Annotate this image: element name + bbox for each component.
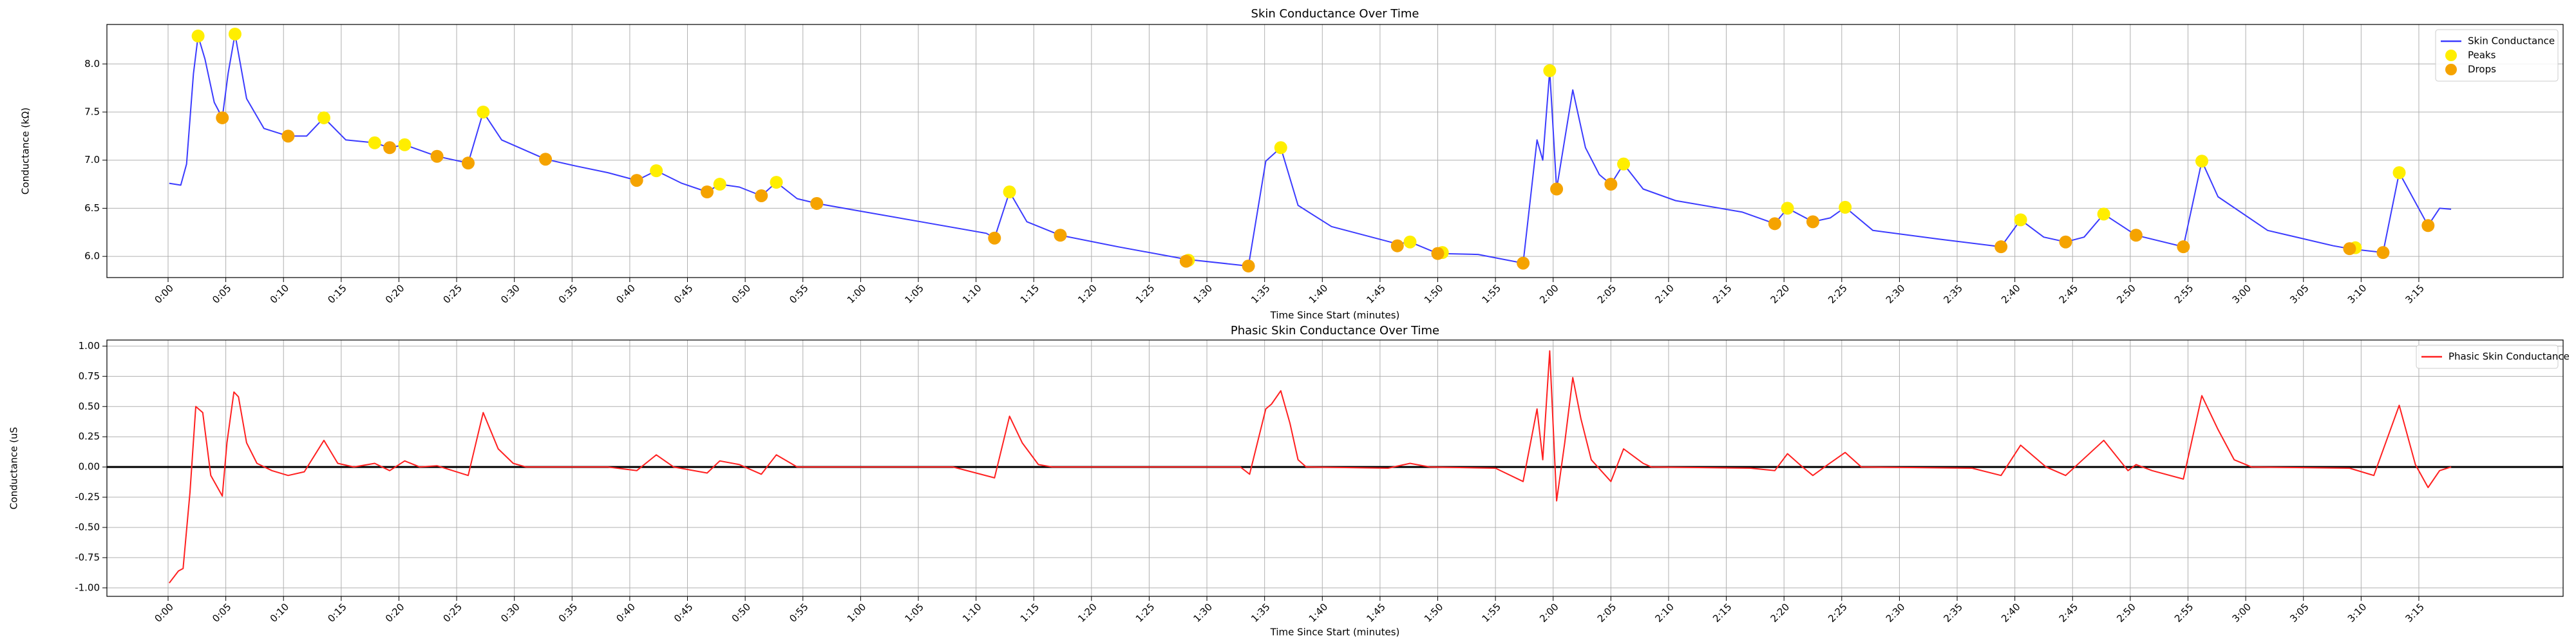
plot-area bbox=[169, 27, 2452, 273]
data-point bbox=[1604, 178, 1618, 191]
y-tick-label: 0.25 bbox=[79, 431, 100, 442]
data-point bbox=[281, 129, 295, 143]
data-point bbox=[988, 231, 1001, 245]
data-point bbox=[2343, 242, 2356, 256]
legend-label: Phasic Skin Conductance bbox=[2448, 351, 2570, 363]
data-point bbox=[810, 196, 824, 210]
data-point bbox=[630, 174, 643, 187]
data-point bbox=[216, 111, 229, 124]
chart-title: Skin Conductance Over Time bbox=[1251, 7, 1419, 21]
data-point bbox=[2059, 235, 2072, 249]
y-tick-label: 8.0 bbox=[84, 58, 100, 70]
data-point bbox=[477, 105, 490, 118]
data-point bbox=[228, 27, 242, 41]
data-point bbox=[2177, 240, 2190, 254]
data-point bbox=[770, 176, 783, 189]
data-point bbox=[1242, 260, 1255, 273]
data-point bbox=[2129, 229, 2143, 242]
data-point bbox=[1003, 185, 1016, 199]
y-tick-label: -0.50 bbox=[75, 521, 100, 533]
legend-label: Drops bbox=[2468, 64, 2496, 75]
legend: Phasic Skin Conductance bbox=[2416, 345, 2570, 369]
data-point bbox=[191, 29, 205, 43]
data-point bbox=[2195, 155, 2209, 168]
data-point bbox=[1274, 141, 1287, 155]
axes-frame bbox=[106, 339, 2564, 597]
y-tick-label: 6.0 bbox=[84, 251, 100, 262]
data-point bbox=[1768, 217, 1781, 231]
data-point bbox=[2097, 207, 2110, 221]
y-axis-label: Conductance (uS bbox=[8, 427, 20, 509]
data-point bbox=[461, 156, 475, 170]
y-tick-label: 0.00 bbox=[79, 461, 100, 473]
data-point bbox=[1543, 64, 1557, 77]
data-point bbox=[368, 136, 381, 149]
data-point bbox=[1431, 247, 1444, 260]
legend: Skin Conductance Peaks Drops bbox=[2435, 29, 2559, 82]
data-point bbox=[1839, 200, 1852, 214]
y-tick-label: -1.00 bbox=[75, 582, 100, 593]
data-point bbox=[2014, 213, 2027, 227]
y-tick-label: 0.75 bbox=[79, 370, 100, 382]
legend-box bbox=[2435, 29, 2559, 82]
y-tick-label: -0.75 bbox=[75, 551, 100, 563]
y-tick-label: 0.50 bbox=[79, 401, 100, 412]
data-point bbox=[383, 141, 397, 155]
y-tick-label: -0.25 bbox=[75, 491, 100, 503]
y-tick-label: 7.5 bbox=[84, 106, 100, 117]
data-point bbox=[2376, 246, 2390, 260]
data-point bbox=[650, 164, 663, 178]
plot-area bbox=[107, 350, 2563, 583]
data-line bbox=[169, 33, 2452, 267]
data-line bbox=[169, 350, 2452, 583]
y-tick-label: 7.0 bbox=[84, 154, 100, 166]
data-point bbox=[1517, 256, 1530, 270]
data-point bbox=[2392, 166, 2406, 180]
legend-marker bbox=[2445, 64, 2457, 75]
data-point bbox=[2421, 219, 2435, 232]
legend-label: Peaks bbox=[2468, 50, 2496, 61]
data-point bbox=[755, 189, 768, 202]
chart-title: Phasic Skin Conductance Over Time bbox=[1231, 324, 1439, 337]
data-point bbox=[700, 185, 714, 199]
x-axis-label: Time Since Start (minutes) bbox=[1270, 627, 1400, 638]
data-point bbox=[1550, 182, 1564, 196]
data-point bbox=[1403, 235, 1417, 249]
data-point bbox=[1054, 229, 1067, 242]
data-point bbox=[317, 111, 330, 124]
y-tick-label: 1.00 bbox=[79, 340, 100, 352]
x-axis-label: Time Since Start (minutes) bbox=[1270, 310, 1400, 321]
data-point bbox=[1806, 215, 1820, 229]
data-point bbox=[398, 138, 412, 151]
data-point bbox=[539, 153, 553, 166]
data-point bbox=[430, 149, 444, 163]
y-axis-label: Conductance (kΩ) bbox=[20, 108, 32, 194]
data-point bbox=[1390, 239, 1404, 252]
data-point bbox=[1179, 254, 1193, 268]
y-tick-label: 6.5 bbox=[84, 202, 100, 214]
legend-label: Skin Conductance bbox=[2468, 35, 2555, 47]
data-point bbox=[1617, 157, 1631, 171]
data-point bbox=[1994, 240, 2008, 254]
legend-box bbox=[2416, 345, 2559, 369]
legend-marker bbox=[2445, 50, 2457, 61]
data-point bbox=[1781, 202, 1794, 215]
axes-frame bbox=[106, 24, 2564, 278]
data-point bbox=[713, 178, 726, 191]
